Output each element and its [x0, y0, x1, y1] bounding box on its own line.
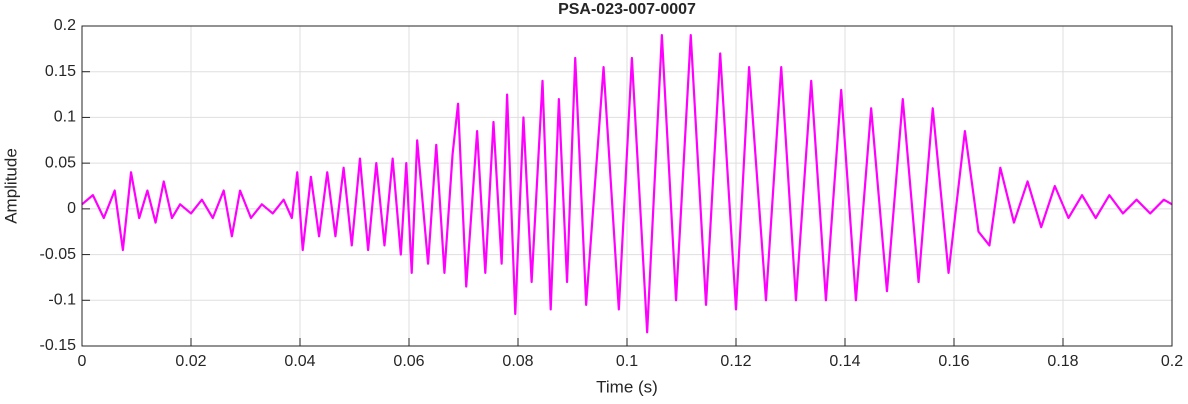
- x-tick-label: 0.04: [284, 353, 315, 370]
- x-tick-label: 0.02: [175, 353, 206, 370]
- y-tick-label: -0.05: [40, 246, 77, 263]
- y-tick-label: -0.1: [48, 292, 76, 309]
- y-tick-label: -0.15: [40, 337, 77, 354]
- x-axis-label: Time (s): [596, 377, 658, 396]
- x-tick-label: 0.18: [1047, 353, 1078, 370]
- x-tick-label: 0.06: [393, 353, 424, 370]
- plot-frame: [81, 25, 1173, 347]
- y-tick-label: 0.15: [45, 63, 76, 80]
- y-tick-label: 0: [67, 200, 76, 217]
- chart-title: PSA-023-007-0007: [558, 1, 696, 18]
- x-tick-label: 0.16: [938, 353, 969, 370]
- y-tick-label: 0.1: [54, 109, 76, 126]
- x-tick-label: 0.08: [502, 353, 533, 370]
- x-tick-label: 0.14: [829, 353, 860, 370]
- x-tick-label: 0.1: [616, 353, 638, 370]
- x-tick-label: 0.2: [1161, 353, 1183, 370]
- x-tick-label: 0: [78, 353, 87, 370]
- x-tick-label: 0.12: [720, 353, 751, 370]
- y-tick-label: 0.2: [54, 17, 76, 34]
- y-tick-label: 0.05: [45, 154, 76, 171]
- waveform-line: [81, 34, 1173, 334]
- y-axis-label: Amplitude: [1, 148, 20, 224]
